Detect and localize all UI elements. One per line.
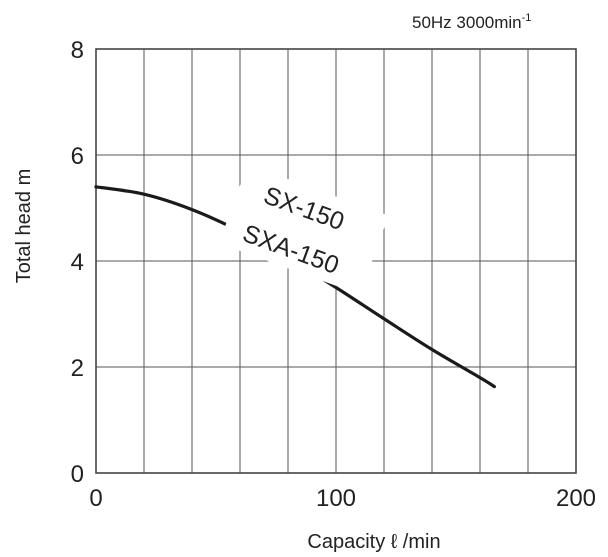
annotation-superscript: -1: [522, 12, 532, 24]
y-tick-label: 8: [71, 37, 84, 64]
y-tick-labels: 0 2 4 6 8: [71, 37, 84, 488]
y-tick-label: 2: [71, 355, 84, 382]
x-tick-label: 0: [89, 485, 102, 512]
frequency-annotation: 50Hz 3000min-1: [412, 12, 531, 32]
plot-frame: [95, 48, 577, 474]
x-axis-label: Capacity ℓ /min: [307, 531, 440, 553]
y-tick-label: 4: [71, 249, 84, 276]
x-tick-label: 100: [316, 485, 356, 512]
y-tick-label: 6: [71, 143, 84, 170]
y-tick-label: 0: [71, 461, 84, 488]
label-knockout: [218, 164, 389, 295]
y-axis-label: Total head m: [13, 169, 35, 284]
x-tick-labels: 0 100 200: [89, 485, 596, 512]
curve-label-group: [218, 164, 389, 295]
x-tick-label: 200: [556, 485, 596, 512]
